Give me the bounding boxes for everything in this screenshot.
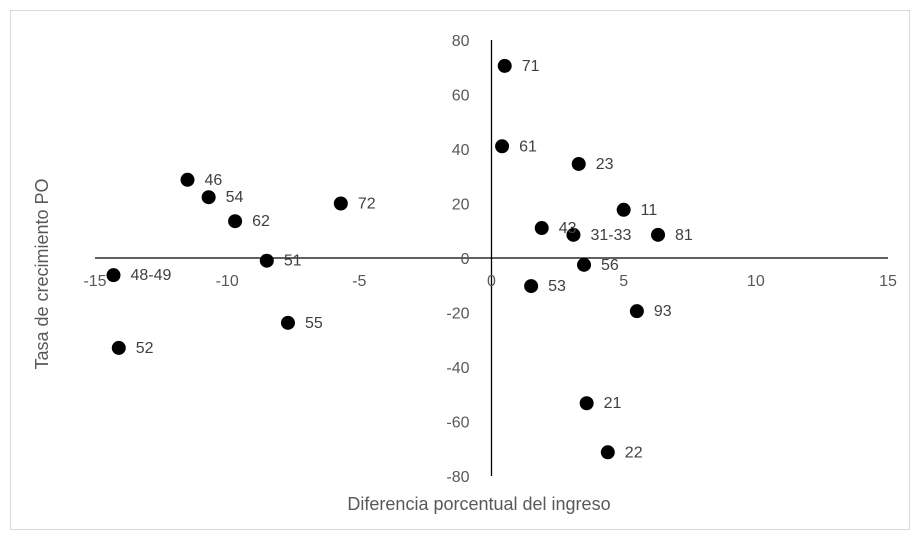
- data-point-label: 53: [548, 278, 566, 295]
- data-point: [497, 58, 512, 73]
- y-tick-label: 20: [452, 197, 470, 214]
- x-axis-title: Diferencia porcentual del ingreso: [347, 494, 610, 514]
- x-tick-label: 15: [879, 273, 897, 290]
- x-tick-label: -5: [352, 273, 366, 290]
- x-tick-label: 0: [487, 273, 496, 290]
- data-points: [106, 58, 666, 460]
- data-point-label: 51: [284, 253, 302, 270]
- scatter-chart: -15 -10 -5 0 5 10 15 80 60 40 20 0 -20 -40 -60 -80 71 61…: [32, 33, 897, 514]
- data-point-label: 43: [559, 220, 577, 237]
- data-point: [577, 257, 592, 272]
- y-tick-label: -40: [446, 360, 469, 377]
- data-point: [579, 396, 594, 411]
- data-point: [180, 172, 195, 187]
- y-tick-label: 80: [452, 33, 470, 50]
- x-tick-label: 5: [619, 273, 628, 290]
- data-point-label: 93: [654, 303, 672, 320]
- data-point-label: 46: [205, 172, 223, 189]
- data-point: [228, 214, 243, 229]
- y-tick-label: 60: [452, 88, 470, 105]
- data-point: [534, 221, 549, 236]
- data-point-label: 52: [136, 340, 154, 357]
- axes: [95, 40, 888, 476]
- data-point: [600, 445, 615, 460]
- data-point: [280, 315, 295, 330]
- data-point-label: 22: [625, 444, 643, 461]
- y-tick-label: -80: [446, 469, 469, 486]
- y-axis-title: Tasa de crecimiento PO: [32, 178, 52, 369]
- y-tick-label: 40: [452, 142, 470, 159]
- data-point-label: 21: [604, 395, 622, 412]
- data-point: [629, 304, 644, 319]
- x-tick-label: 10: [747, 273, 765, 290]
- data-point-label: 31-33: [590, 227, 631, 244]
- x-tick-label: -15: [83, 273, 106, 290]
- data-point: [333, 196, 348, 211]
- data-point-label: 62: [252, 213, 270, 230]
- data-point: [106, 268, 121, 283]
- data-point: [524, 279, 539, 294]
- data-point: [616, 202, 631, 217]
- data-point-label: 61: [519, 138, 537, 155]
- data-point: [566, 227, 581, 242]
- data-point-label: 72: [358, 196, 376, 213]
- chart-area: -15 -10 -5 0 5 10 15 80 60 40 20 0 -20 -40 -60 -80 71 61…: [10, 10, 910, 530]
- x-tick-label: -10: [216, 273, 239, 290]
- data-point-label: 54: [226, 189, 244, 206]
- data-point-label: 56: [601, 257, 619, 274]
- y-tick-label: -20: [446, 306, 469, 323]
- tick-labels: -15 -10 -5 0 5 10 15 80 60 40 20 0 -20 -40 -60 -80: [83, 33, 897, 486]
- data-point: [259, 253, 274, 268]
- data-point-label: 23: [596, 156, 614, 173]
- data-point-label: 11: [641, 202, 658, 219]
- data-point-label: 71: [522, 58, 540, 75]
- data-point-label: 81: [675, 227, 693, 244]
- y-tick-label: -60: [446, 415, 469, 432]
- data-point: [651, 227, 666, 242]
- y-tick-label: 0: [461, 251, 470, 268]
- data-point-label: 55: [305, 315, 323, 332]
- data-point: [111, 340, 126, 355]
- data-point: [201, 190, 216, 205]
- data-point: [495, 139, 510, 154]
- data-point-label: 48-49: [131, 267, 172, 284]
- data-point: [571, 156, 586, 171]
